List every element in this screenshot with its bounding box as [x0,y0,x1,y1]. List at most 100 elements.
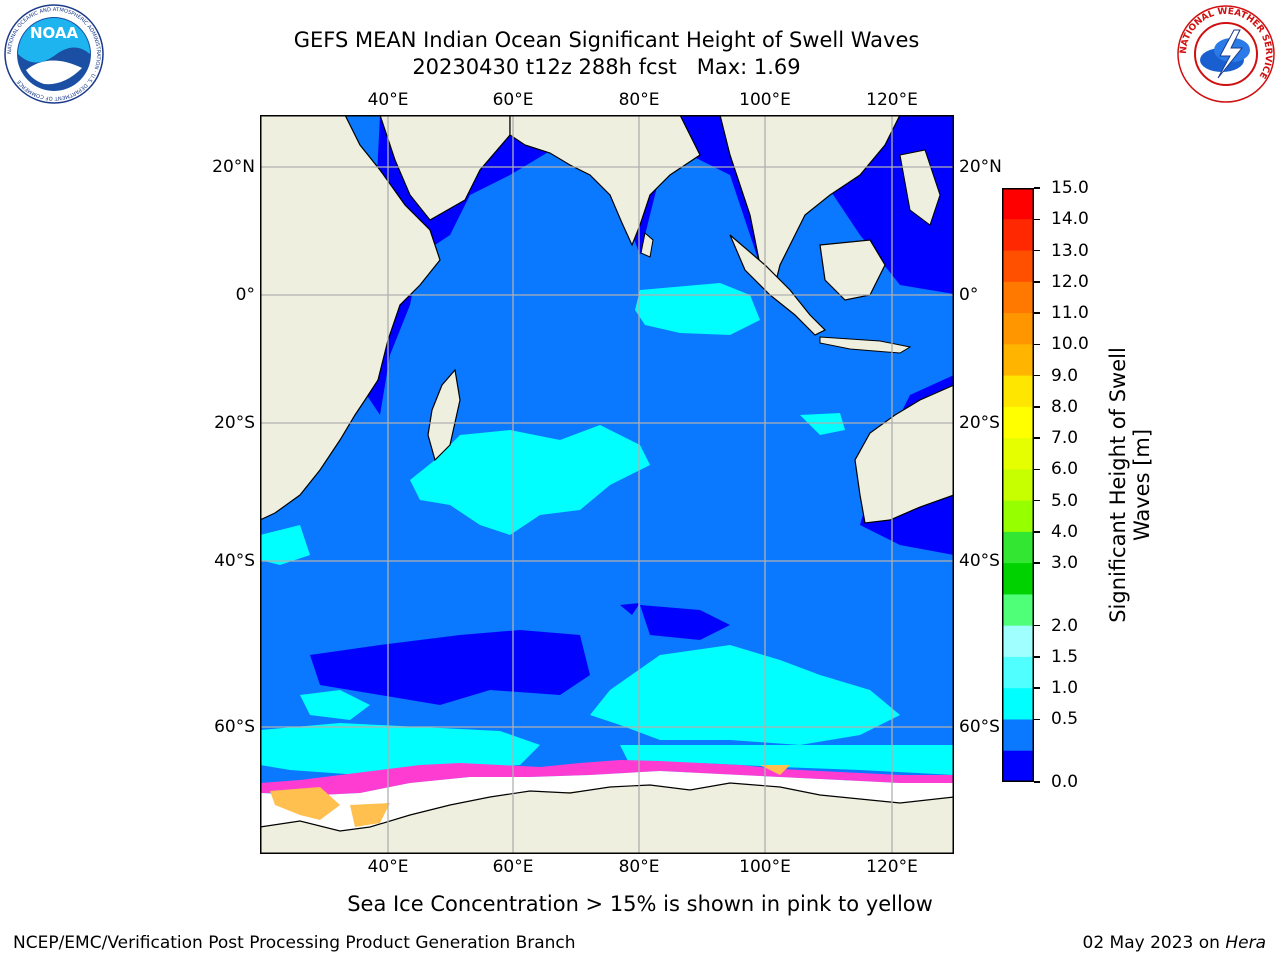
colorbar-tick [1034,312,1040,314]
colorbar-segment [1002,438,1034,470]
colorbar-tick-label: 6.0 [1051,459,1079,480]
footer-date: 02 May 2023 on Hera [1083,933,1267,953]
lon-label-top: 60°E [492,90,534,110]
colorbar-segment [1002,750,1034,782]
colorbar-tick [1034,499,1040,502]
map-title: GEFS MEAN Indian Ocean Significant Heigh… [293,28,920,52]
colorbar-segment [1002,281,1034,314]
colorbar-segment [1002,688,1034,720]
lat-label-right: 60°S [959,717,1000,737]
colorbar-segment [1002,719,1034,752]
sea-ice-caption: Sea Ice Concentration > 15% is shown in … [347,892,933,916]
lon-label-top: 120°E [866,90,918,110]
colorbar-tick-label: 1.0 [1051,678,1079,699]
lon-label-top: 80°E [618,90,660,110]
lat-label-right: 0° [959,285,979,305]
colorbar-tick [1034,406,1040,408]
colorbar-tick-label: 1.5 [1051,646,1079,667]
lat-label-left: 60°S [214,717,255,737]
colorbar-tick-label: 10.0 [1051,334,1089,355]
land-madagascar [427,368,461,462]
sea-ice-pink [260,760,954,795]
colorbar-segment [1002,313,1034,345]
lat-label-left: 20°S [214,413,255,433]
land-java [819,336,912,354]
colorbar-tick [1034,624,1040,627]
colorbar-tick [1034,781,1040,783]
colorbar-segment [1002,469,1034,502]
lat-label-left: 0° [235,285,255,305]
colorbar-segment [1002,531,1034,564]
lon-label-bottom: 60°E [492,857,534,877]
colorbar-segment [1002,500,1034,533]
colorbar-segment [1002,375,1034,408]
lon-label-bottom: 40°E [367,857,409,877]
lat-label-left: 20°N [212,157,255,177]
lon-label-bottom: 120°E [866,857,918,877]
colorbar-tick-label: 4.0 [1051,521,1079,542]
land-australia [854,384,954,524]
colorbar-title: Significant Height of Swell Waves [m] [1106,347,1154,623]
colorbar-tick-label: 9.0 [1051,365,1079,386]
map-frame [260,115,954,854]
footer-date-text: 02 May 2023 on [1082,933,1226,953]
colorbar-tick [1034,531,1040,533]
land-antarctica [260,782,954,854]
colorbar-segment [1002,563,1034,595]
colorbar-segment [1002,188,1034,220]
colorbar-tick [1034,218,1040,220]
colorbar-tick [1034,374,1040,377]
colorbar-tick [1034,718,1040,721]
colorbar-tick-label: 3.0 [1051,553,1079,574]
swell-1-1.5-regions [260,283,954,775]
colorbar-segment [1002,625,1034,658]
lat-label-right: 40°S [959,551,1000,571]
noaa-logo: NOAA NATIONAL OCEANIC AND ATMOSPHERIC AD… [4,4,104,104]
colorbar-tick-label: 7.0 [1051,428,1079,449]
colorbar-tick-label: 5.0 [1051,490,1079,511]
colorbar-tick [1034,562,1040,564]
land-philippines [899,149,941,226]
noaa-logo-text: NOAA [30,24,79,42]
colorbar-tick [1034,687,1040,689]
colorbar-segment [1002,344,1034,377]
colorbar-tick-label: 11.0 [1051,303,1089,324]
map-gridlines [260,115,954,854]
land-india [509,115,701,247]
colorbar-tick [1034,281,1040,283]
colorbar-segment [1002,656,1034,689]
lon-label-top: 100°E [739,90,791,110]
land-sumatra [729,234,827,336]
colorbar-tick-label: 14.0 [1051,209,1089,230]
footer-host: Hera [1225,933,1266,953]
colorbar-tick-label: 0.5 [1051,709,1079,730]
nws-logo: NATIONAL WEATHER SERVICE [1177,5,1275,103]
lon-label-bottom: 100°E [739,857,791,877]
map-subtitle: 20230430 t12z 288h fcst Max: 1.69 [412,55,801,79]
colorbar [1002,188,1034,782]
colorbar-tick [1034,437,1040,439]
colorbar-tick [1034,249,1040,252]
colorbar-tick [1034,343,1040,346]
map-panel [260,115,954,854]
colorbar-segment [1002,406,1034,439]
colorbar-tick [1034,468,1040,471]
colorbar-tick-label: 15.0 [1051,178,1089,198]
colorbar-tick-label: 0.0 [1051,772,1079,792]
footer-credit: NCEP/EMC/Verification Post Processing Pr… [13,933,576,953]
lat-label-right: 20°N [959,157,1002,177]
colorbar-tick [1034,187,1040,189]
colorbar-tick-label: 8.0 [1051,396,1079,417]
colorbar-segment [1002,594,1034,627]
lon-label-top: 40°E [367,90,409,110]
colorbar-tick [1034,656,1040,658]
colorbar-tick-label: 12.0 [1051,271,1089,292]
colorbar-segment [1002,219,1034,252]
lat-label-left: 40°S [214,551,255,571]
land-srilanka [640,232,654,258]
colorbar-tick-label: 13.0 [1051,240,1089,261]
lat-label-right: 20°S [959,413,1000,433]
lon-label-bottom: 80°E [618,857,660,877]
colorbar-tick-label: 2.0 [1051,615,1079,636]
colorbar-segment [1002,250,1034,283]
